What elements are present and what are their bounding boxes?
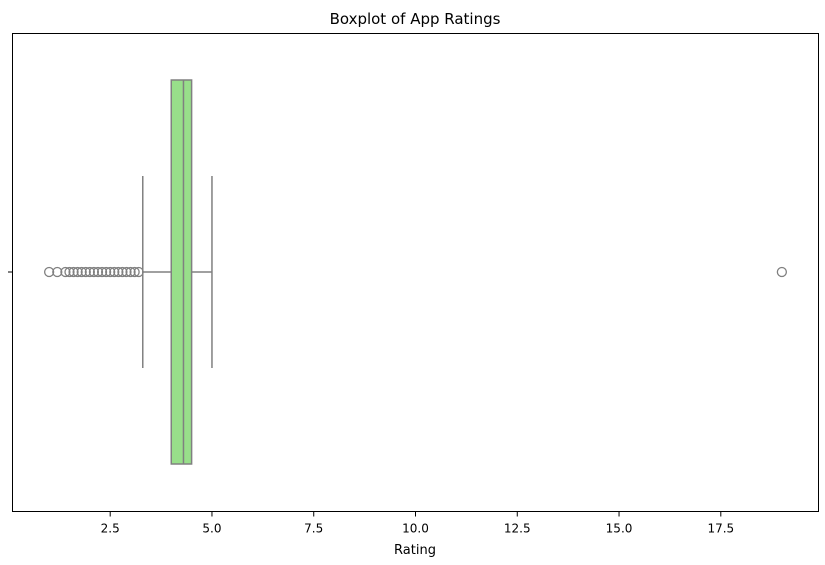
- outlier-point: [52, 266, 63, 278]
- outlier-point: [92, 266, 104, 278]
- outlier-point: [72, 266, 83, 278]
- x-tick-label: 5.0: [202, 522, 221, 536]
- x-tick-label: 7.5: [304, 522, 323, 536]
- x-tick-label: 12.5: [504, 522, 531, 536]
- x-tick-label: 10.0: [402, 522, 429, 536]
- outlier-point: [76, 266, 87, 278]
- outlier-point: [113, 266, 124, 278]
- outlier-point: [68, 266, 79, 278]
- outlier-point: [96, 266, 108, 278]
- outlier-point: [64, 266, 75, 278]
- outlier-point: [84, 266, 95, 278]
- iqr-box: [170, 79, 193, 465]
- outlier-point: [60, 266, 71, 278]
- outlier-point: [117, 266, 128, 278]
- outlier-point: [100, 266, 112, 278]
- x-axis-label: Rating: [394, 543, 436, 558]
- x-tick-label: 15.0: [606, 522, 633, 536]
- outliers: [43, 266, 788, 278]
- outlier-point: [121, 266, 132, 278]
- outlier-point: [776, 266, 788, 278]
- plot-frame: [12, 33, 819, 512]
- outlier-point: [125, 266, 136, 278]
- outlier-point: [105, 266, 116, 278]
- outlier-point: [133, 266, 144, 278]
- outlier-point: [43, 266, 55, 278]
- outlier-point: [129, 266, 140, 278]
- x-axis-ticks: 2.5 5.0 7.5 10.0 12.5 15.0 17.5: [101, 511, 734, 536]
- x-tick-label: 17.5: [707, 522, 734, 536]
- outlier-point: [109, 266, 120, 278]
- outlier-point: [88, 266, 100, 278]
- x-tick-label: 2.5: [101, 522, 120, 536]
- outlier-point: [80, 266, 91, 278]
- chart-title: Boxplot of App Ratings: [330, 10, 501, 28]
- box-group: [170, 79, 193, 465]
